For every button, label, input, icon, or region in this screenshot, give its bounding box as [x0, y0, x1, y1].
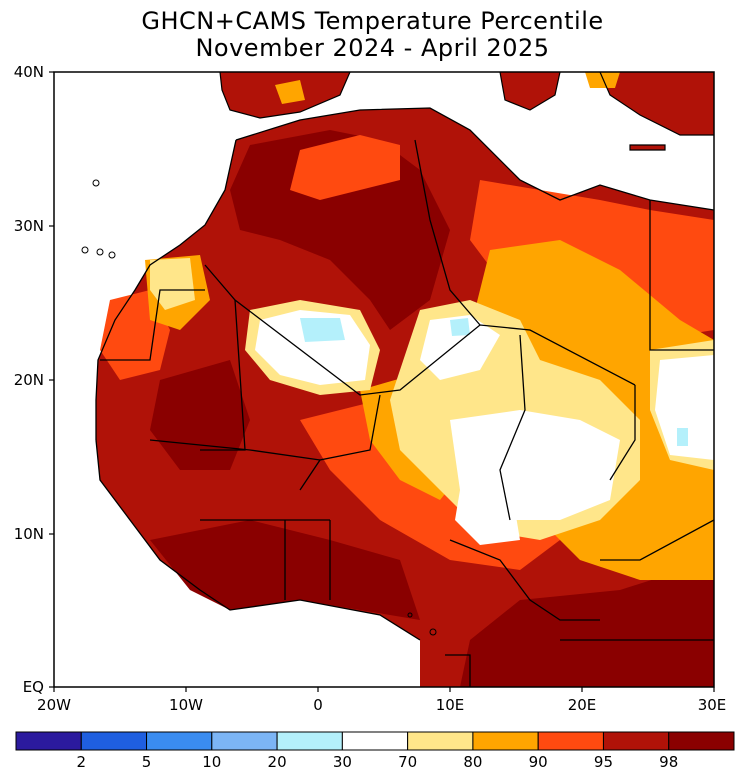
legend-swatch — [276, 731, 343, 751]
legend-swatch — [537, 731, 604, 751]
greece-turkey-land — [600, 72, 714, 135]
region-normal-sudan — [655, 355, 714, 460]
greece-warm-patch — [585, 72, 620, 88]
legend-tick-label: 70 — [398, 753, 417, 771]
lon-label-30e: 30E — [698, 696, 727, 714]
country-borders — [95, 107, 714, 687]
lat-label-20n: 20N — [14, 371, 44, 389]
region-normal-cameroon — [455, 480, 520, 545]
region-20-30-algeria — [300, 318, 345, 342]
legend-tick-label: 10 — [202, 753, 221, 771]
lon-label-10e: 10E — [436, 696, 465, 714]
region-20-30-sudan — [677, 428, 688, 446]
chart-subtitle: November 2024 - April 2025 — [195, 34, 550, 62]
lon-label-20w: 20W — [37, 696, 71, 714]
iberia-warm-patch — [275, 80, 305, 104]
lat-label-10n: 10N — [14, 525, 44, 543]
map-plot-area — [54, 72, 714, 687]
legend-tick-label: 30 — [333, 753, 352, 771]
lat-label-30n: 30N — [14, 217, 44, 235]
chart-title: GHCN+CAMS Temperature Percentile — [141, 7, 604, 35]
legend-tick-label: 90 — [529, 753, 548, 771]
axis-ticks — [49, 71, 715, 692]
crete-island — [630, 145, 665, 150]
island-outlines — [81, 179, 437, 636]
lat-label-40n: 40N — [14, 63, 44, 81]
lat-label-eq: EQ — [23, 678, 44, 696]
legend-swatch — [15, 731, 82, 751]
region-20-30-niger — [450, 318, 470, 336]
region-95-98-north — [290, 135, 400, 200]
legend-tick-label: 20 — [268, 753, 287, 771]
legend-tick-label: 2 — [76, 753, 86, 771]
europe-coastlines — [219, 72, 714, 151]
region-98plus-southeast — [460, 560, 714, 687]
region-normal-niger — [420, 315, 500, 380]
legend-tick-label: 95 — [594, 753, 613, 771]
legend-swatch — [602, 731, 670, 751]
legend-swatch — [407, 731, 474, 751]
color-legend: 2 5 10 20 30 70 80 90 95 98 — [15, 731, 735, 771]
legend-tick-label: 5 — [142, 753, 152, 771]
lon-label-10w: 10W — [169, 696, 203, 714]
legend-swatch — [211, 731, 278, 751]
lon-label-0: 0 — [313, 696, 323, 714]
lon-label-20e: 20E — [568, 696, 597, 714]
legend-swatch — [472, 731, 539, 751]
legend-swatch — [80, 731, 148, 751]
legend-tick-label: 80 — [463, 753, 482, 771]
legend-swatch — [146, 731, 213, 751]
region-80-90-mauritania — [150, 258, 195, 310]
legend-swatch — [341, 731, 409, 751]
legend-swatch — [668, 731, 735, 751]
legend-tick-label: 98 — [659, 753, 678, 771]
